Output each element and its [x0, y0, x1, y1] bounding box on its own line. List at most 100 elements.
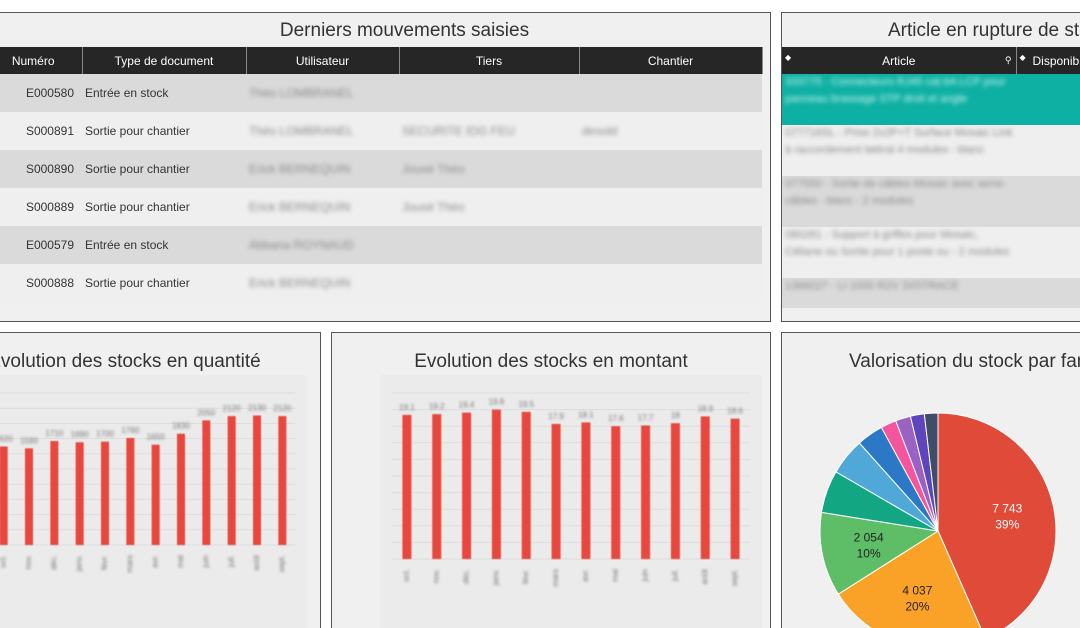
slice-value-label: 7 743	[992, 501, 1022, 515]
bar	[611, 426, 621, 559]
col-article[interactable]: ◆ Article ⚲	[782, 47, 1017, 74]
table-cell: 1366027 - LI 1000 R2V 3X5TRACE	[782, 278, 1016, 308]
document-number-link[interactable]: S000891	[25, 124, 74, 138]
data-label: 17.9	[548, 412, 564, 421]
bar	[581, 422, 591, 559]
tick-label: juil.	[671, 569, 680, 582]
article-name: 1366027 - LI 1000 R2V 3X5TRACE	[785, 280, 959, 292]
bar	[75, 442, 84, 545]
document-type: Entrée en stock	[85, 86, 169, 100]
col-utilisateur[interactable]: Utilisateur	[246, 47, 400, 74]
famille-panel: Valorisation du stock par famille 7 743 3…	[781, 332, 1080, 628]
table-cell: SECURITE IDG FEU	[399, 112, 579, 150]
list-item[interactable]: 077550 - Sortie de câbles Mosaic avec se…	[782, 176, 1080, 227]
document-type: Sortie pour chantier	[85, 162, 190, 176]
bar	[101, 441, 109, 545]
user-name: Théo LOMBRANEL	[249, 86, 354, 100]
tick-label: juin	[641, 569, 650, 582]
data-label: 2050	[197, 408, 215, 417]
slice-value-label: 4 037	[902, 584, 932, 598]
mouvements-panel: Derniers mouvements saisies Numéro Type …	[0, 12, 771, 322]
table-row[interactable]: S000891 Sortie pour chantier Théo LOMBRANE…	[0, 112, 762, 150]
table-cell: Entrée en stock	[82, 74, 246, 112]
bar	[227, 416, 236, 545]
col-chantier[interactable]: Chantier	[579, 47, 763, 74]
data-label: 17.7	[638, 413, 654, 422]
bar	[151, 444, 160, 545]
table-cell: 450	[1016, 278, 1080, 308]
table-cell: Sortie pour chantier	[82, 112, 246, 150]
table-row[interactable]: E000579 Entrée en stock Abbana ROYNAUD	[0, 226, 762, 264]
list-item[interactable]: 1366027 - LI 1000 R2V 3X5TRACE 450	[782, 278, 1080, 308]
data-label: 1690	[71, 430, 89, 439]
bar	[402, 414, 412, 559]
table-cell: 077716SL - Prise 2x2P+T Surface Mosaic L…	[782, 125, 1016, 176]
data-label: 19.5	[518, 400, 534, 409]
bar	[462, 412, 472, 559]
document-number-link[interactable]: S000889	[25, 200, 74, 214]
col-disponible[interactable]: ◆ Disponible	[1016, 47, 1080, 74]
table-cell	[399, 74, 579, 112]
sort-icon[interactable]: ◆	[785, 53, 792, 62]
table-row[interactable]: E000580 Entrée en stock Théo LOMBRANEL	[0, 74, 762, 112]
document-number-link[interactable]: S000888	[25, 276, 74, 290]
bar	[491, 409, 501, 559]
user-name: Erick BERNEQUIN	[249, 162, 351, 176]
user-name: Abbana ROYNAUD	[249, 238, 354, 252]
data-label: 18	[671, 411, 680, 420]
table-cell: 080281 - Support à griffes pour Mosaic, …	[782, 227, 1016, 278]
search-icon[interactable]: ⚲	[1004, 55, 1012, 65]
table-row[interactable]: S000890 Sortie pour chantier Erick BERNEQU…	[0, 150, 762, 188]
table-cell: S000890	[0, 150, 82, 188]
tick-label: sept.	[277, 555, 286, 572]
document-type: Sortie pour chantier	[85, 200, 190, 214]
data-label: 2120	[223, 404, 241, 413]
quantite-title: Evolution des stocks en quantité	[0, 351, 261, 372]
tick-label: août	[252, 554, 261, 570]
col-tiers[interactable]: Tiers	[399, 47, 580, 74]
sort-icon[interactable]: ◆	[1019, 53, 1026, 62]
document-number-link[interactable]: E000580	[25, 86, 74, 100]
table-row[interactable]: S000889 Sortie pour chantier Erick BERNEQU…	[0, 188, 762, 226]
table-cell: 0	[1016, 176, 1080, 227]
data-label: 1760	[121, 426, 139, 435]
tiers-name: SECURITE IDG FEU	[402, 124, 515, 138]
tick-label: déc.	[462, 569, 471, 584]
data-label: 1590	[20, 436, 38, 445]
data-label: 18.9	[697, 404, 713, 413]
col-disponible-label: Disponible	[1032, 53, 1080, 68]
tick-label: janv.	[492, 569, 501, 586]
table-cell: Sortie pour chantier	[82, 150, 246, 188]
bar-chart-body: 1620 oct. 1590 nov. 1710 déc. 1690 janv. 1700 fév…	[0, 375, 307, 628]
table-cell	[579, 150, 762, 188]
bar	[551, 423, 561, 559]
list-item[interactable]: 080281 - Support à griffes pour Mosaic, …	[782, 227, 1080, 278]
famille-title: Valorisation du stock par famille	[849, 351, 1080, 372]
table-cell: Erick BERNEQUIN	[246, 150, 399, 188]
tick-label: avr.	[581, 569, 590, 582]
data-label: 2130	[248, 403, 266, 412]
table-cell: E000579	[0, 226, 82, 264]
quantite-chart: 1620 oct. 1590 nov. 1710 déc. 1690 janv. 1700 fév…	[0, 375, 307, 628]
table-cell: Jousé Théo	[399, 188, 579, 226]
tick-label: déc.	[49, 555, 58, 570]
document-number-link[interactable]: E000579	[25, 238, 74, 252]
user-name: Théo LOMBRANEL	[249, 124, 354, 138]
bar	[50, 441, 59, 545]
tick-label: avr.	[151, 555, 160, 568]
col-type-document[interactable]: Type de document	[82, 47, 247, 74]
bar	[253, 415, 261, 545]
list-item[interactable]: 077716SL - Prise 2x2P+T Surface Mosaic L…	[782, 125, 1080, 176]
list-item[interactable]: 333775 - Connecteurs RJ45 cat.6A LCP pou…	[782, 74, 1080, 125]
table-cell: Erick BERNEQUIN	[246, 264, 399, 302]
plot-background	[380, 375, 762, 628]
table-row[interactable]: S000888 Sortie pour chantier Erick BERNEQU…	[0, 264, 762, 302]
rupture-title: Article en rupture de stock	[888, 20, 1080, 41]
table-cell	[579, 264, 762, 302]
data-label: 19.8	[489, 398, 505, 407]
famille-pie-chart: 7 743 39% 4 037 20% 2 054 10%	[819, 412, 1057, 628]
data-label: 1710	[45, 429, 63, 438]
document-number-link[interactable]: S000890	[25, 162, 74, 176]
col-numero[interactable]: Numéro	[0, 47, 83, 74]
bar	[177, 433, 185, 545]
